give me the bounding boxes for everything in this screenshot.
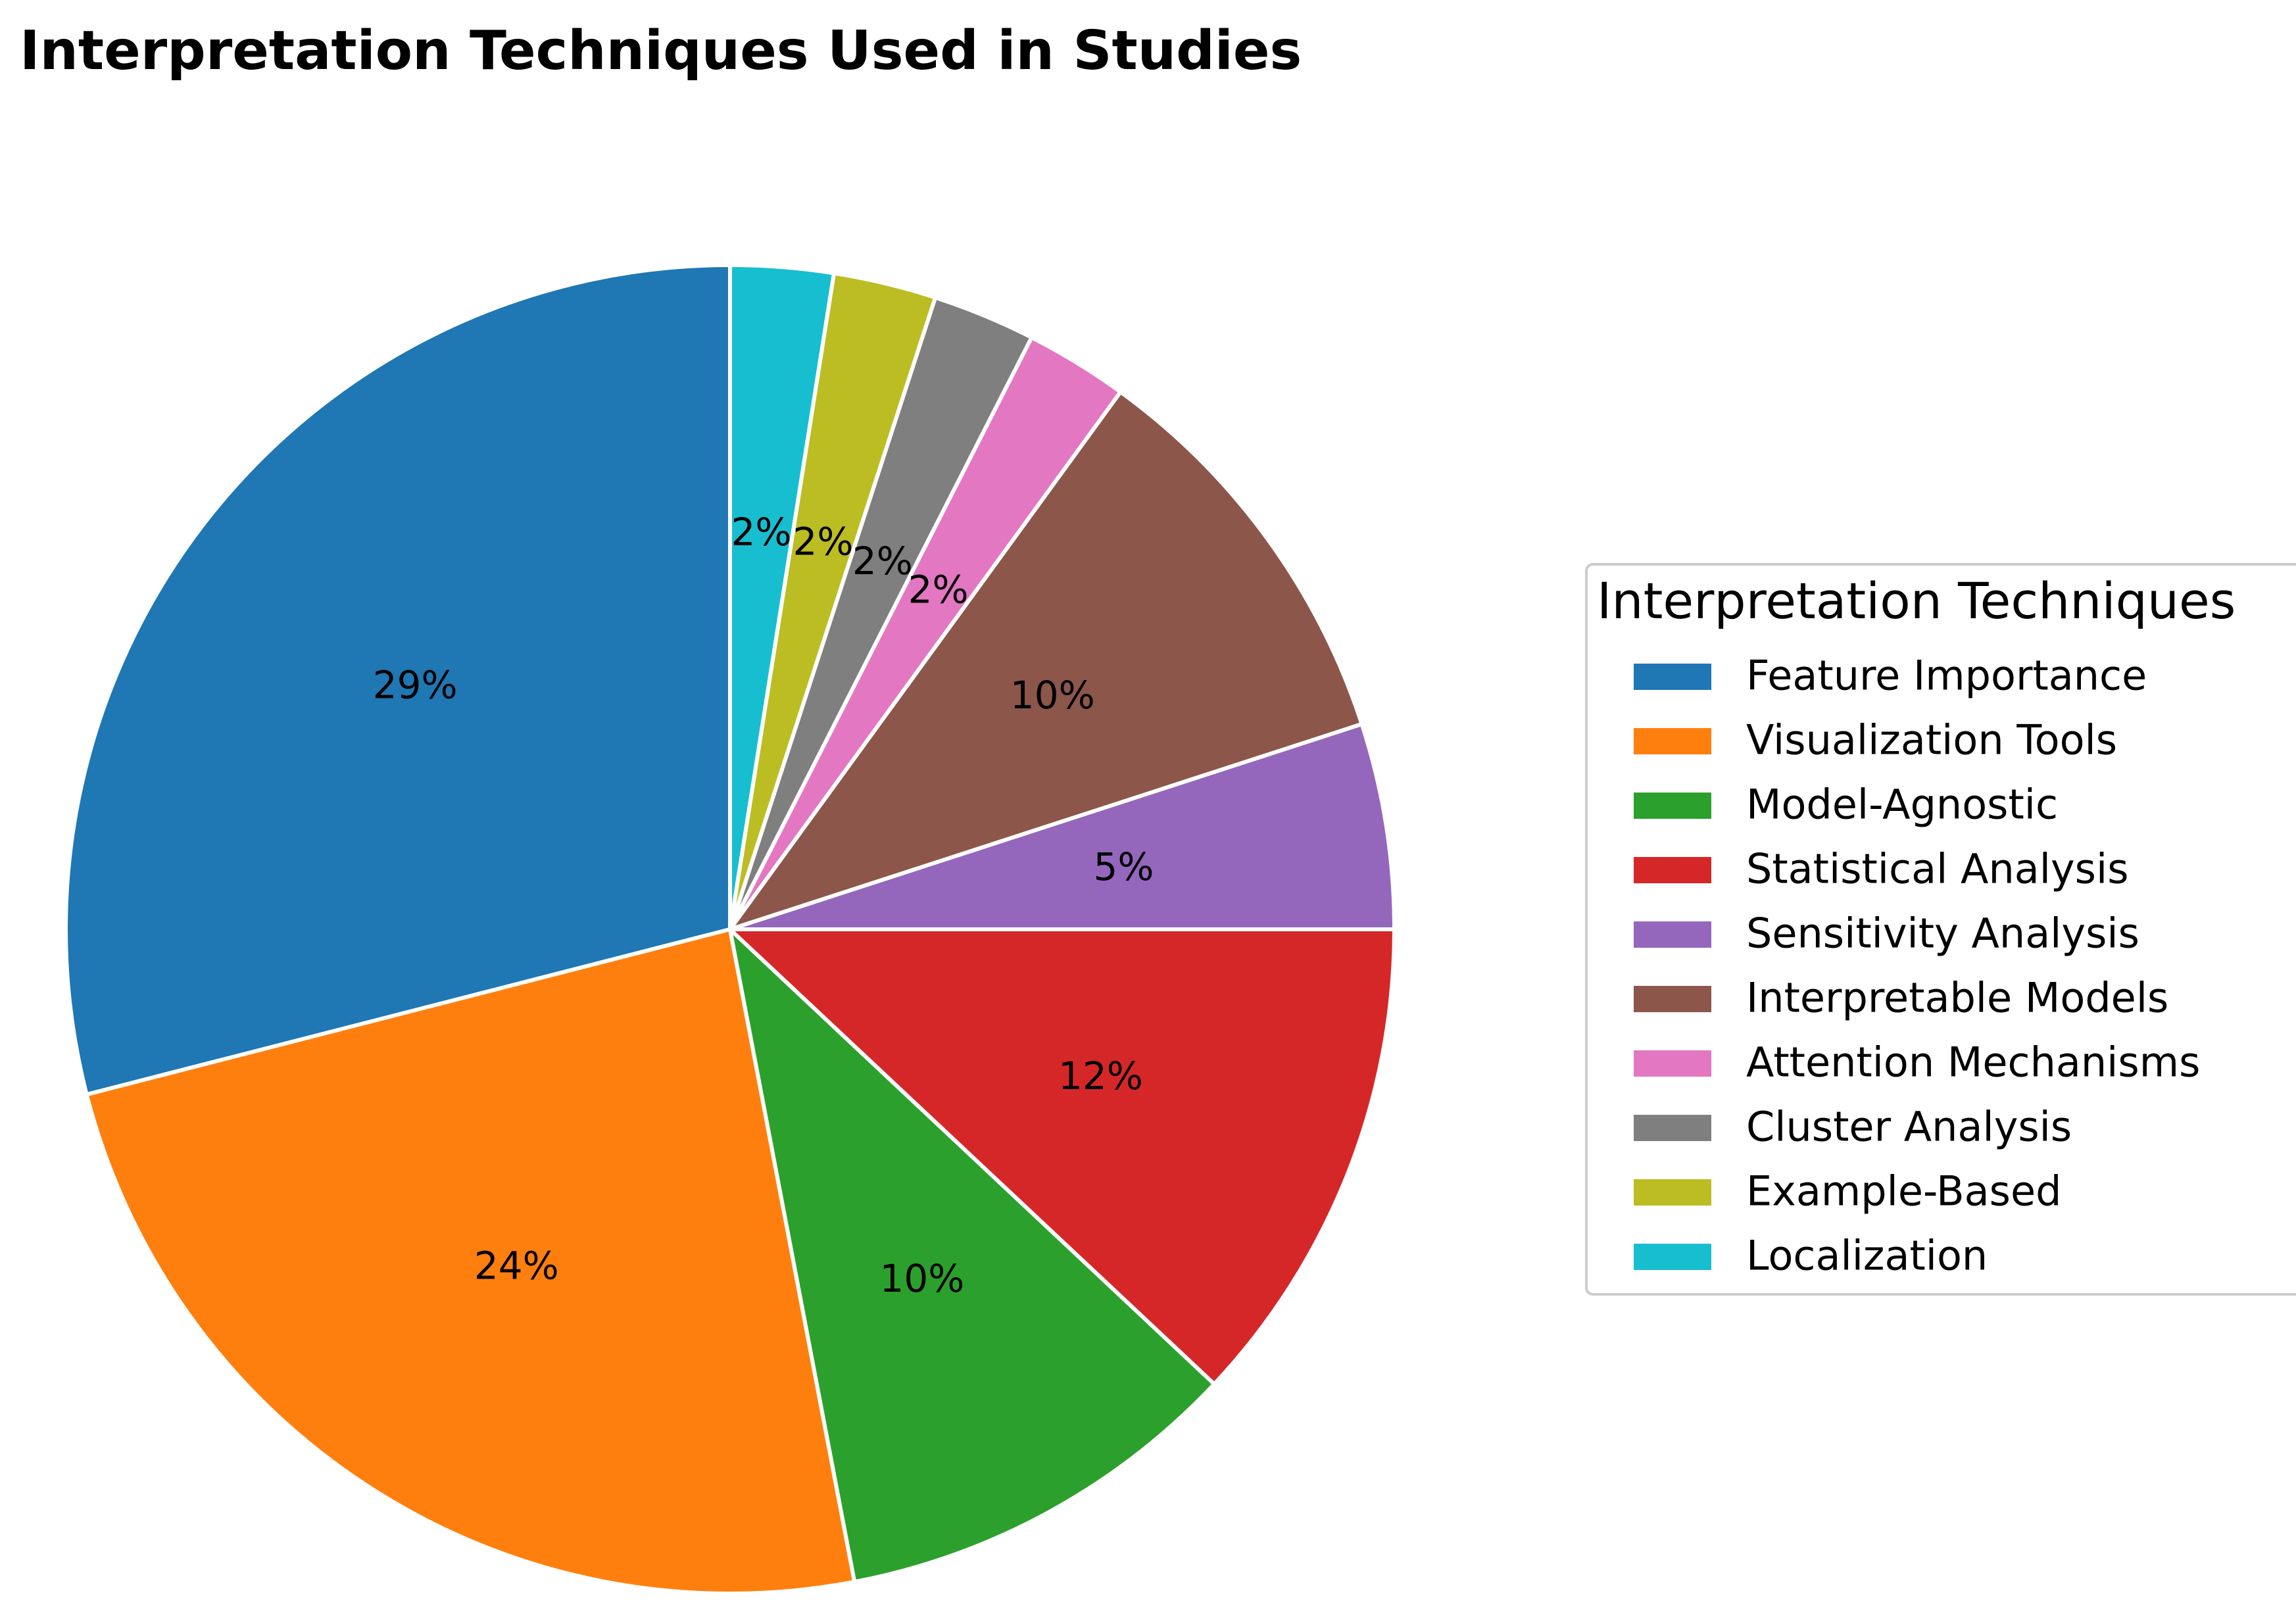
legend-label-attention-mechanisms: Attention Mechanisms [1746, 1038, 2200, 1087]
legend-label-feature-importance: Feature Importance [1746, 652, 2147, 700]
pct-label-example-based: 2% [793, 520, 853, 564]
pie-slice-feature-importance [64, 263, 732, 1097]
pct-label-model-agnostic: 10% [879, 1256, 964, 1301]
pie-slice-model-agnostic [728, 927, 1217, 1584]
pie-percent-labels: 29%24% 10%12%5%10%2%2%2%2% [373, 510, 1154, 1301]
legend-label-example-based: Example-Based [1746, 1167, 2061, 1215]
pie-slices [64, 263, 1396, 1596]
legend-label-interpretable-models: Interpretable Models [1746, 974, 2168, 1022]
chart-title: Interpretation Techniques Used in Studie… [20, 20, 1302, 82]
legend-label-statistical-analysis: Statistical Analysis [1746, 845, 2129, 893]
legend-swatch-model-agnostic [1634, 793, 1711, 819]
legend-swatch-interpretable-models [1634, 986, 1711, 1012]
legend-label-sensitivity-analysis: Sensitivity Analysis [1746, 910, 2139, 958]
legend-label-visualization-tools: Visualization Tools [1746, 716, 2117, 764]
pct-label-visualization-tools: 24% [474, 1244, 559, 1288]
pct-label-statistical-analysis: 12% [1058, 1054, 1143, 1098]
legend-label-model-agnostic: Model-Agnostic [1746, 781, 2058, 829]
pct-label-localization: 2% [731, 510, 792, 554]
legend-label-localization: Localization [1746, 1232, 1988, 1280]
pct-label-attention-mechanisms: 2% [908, 567, 969, 612]
pct-label-interpretable-models: 10% [1010, 673, 1095, 718]
pie-slice-sensitivity-analysis [728, 721, 1396, 931]
legend-swatch-example-based [1634, 1179, 1711, 1206]
pie-slice-localization [728, 263, 836, 931]
legend-items: Feature Importance Visualization Tools Mod… [1634, 652, 2200, 1280]
pie-slice-visualization-tools [84, 927, 857, 1596]
legend: Interpretation Techniques Feature Import… [1585, 563, 2296, 1296]
pct-label-feature-importance: 29% [373, 663, 458, 708]
pie-slice-interpretable-models [728, 389, 1364, 931]
legend-title: Interpretation Techniques [1597, 572, 2235, 630]
legend-swatch-sensitivity-analysis [1634, 921, 1711, 948]
legend-swatch-feature-importance [1634, 664, 1711, 690]
pct-label-cluster-analysis: 2% [852, 539, 913, 583]
legend-swatch-visualization-tools [1634, 728, 1711, 754]
legend-swatch-statistical-analysis [1634, 857, 1711, 883]
pie-slice-statistical-analysis [728, 927, 1396, 1386]
legend-swatch-localization [1634, 1244, 1711, 1270]
legend-frame [1585, 563, 2296, 1296]
legend-swatch-attention-mechanisms [1634, 1050, 1711, 1077]
pct-label-sensitivity-analysis: 5% [1094, 844, 1154, 889]
legend-label-cluster-analysis: Cluster Analysis [1746, 1103, 2072, 1151]
legend-swatch-cluster-analysis [1634, 1115, 1711, 1141]
